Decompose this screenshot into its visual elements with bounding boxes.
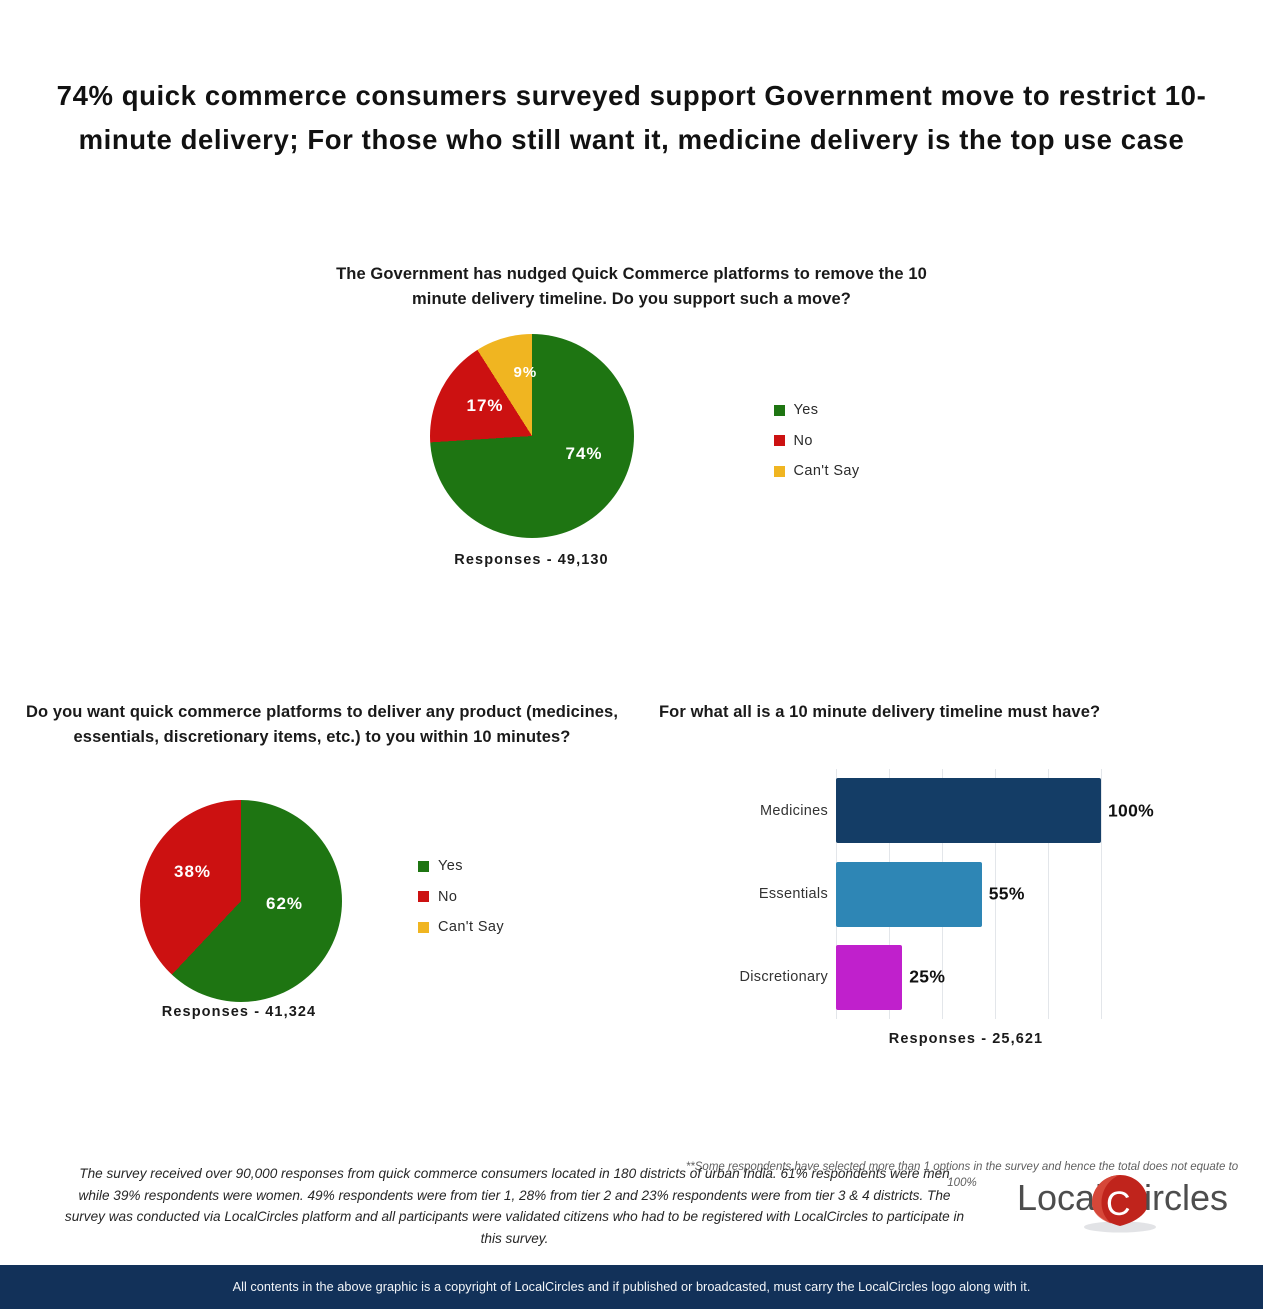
legend-want-10min: Yes No Can't Say [418,858,504,950]
bar-category-label: Medicines [760,802,828,819]
responses-count-support-move: Responses - 49,130 [454,552,609,568]
page-title: 74% quick commerce consumers surveyed su… [56,80,1207,155]
legend-item-cant-say: Can't Say [773,463,860,479]
legend-swatch-no [773,435,785,446]
legend-item-cant-say: Can't Say [418,919,504,935]
responses-count-must-have: Responses - 25,621 [888,1031,1044,1047]
pie-slices-support-move [429,334,634,538]
gridline [1048,769,1049,1019]
legend-label-yes: Yes [793,402,819,418]
logo-word-local: Local [1017,1177,1103,1218]
pie-chart-support-move: 74% 17% 9% Yes No Can't Say Responses - … [312,334,952,568]
pie-label-yes: 74% [565,444,603,463]
gridline [1101,769,1102,1019]
legend-item-yes: Yes [773,402,860,418]
logo-map-pin-highlight [1092,1175,1120,1224]
bar-row: Medicines 100% [760,778,1154,844]
logo-map-pin-icon [1092,1175,1148,1226]
bar-category-label: Discretionary [739,969,828,986]
legend-item-no: No [418,889,504,905]
chart-question-want-10min: Do you want quick commerce platforms to … [25,703,619,746]
legend-item-no: No [773,432,860,449]
legend-label-yes: Yes [438,858,463,874]
legend-label-cant-say: Can't Say [793,463,860,479]
bar-value-label: 25% [909,966,946,987]
chart-panel-want-10min: Do you want quick commerce platforms to … [14,700,634,1020]
pie-label-yes: 62% [266,894,304,913]
chart-question-must-have: For what all is a 10 minute delivery tim… [659,703,1101,721]
legend-item-yes: Yes [418,858,504,874]
legend-support-move: Yes No Can't Say [773,402,860,494]
bar-value-label: 55% [988,883,1025,904]
pie-label-cant-say: 9% [513,364,538,381]
chart-question-support-move: The Government has nudged Quick Commerce… [336,265,927,308]
bar-value-label: 100% [1108,800,1154,821]
bar-row: Discretionary 25% [739,944,1101,1010]
gridline [995,769,996,1019]
legend-swatch-yes [773,404,785,416]
bar-row: Essentials 55% [759,861,1101,927]
bar-essentials[interactable] [836,861,982,927]
legend-swatch-yes [418,860,429,872]
legend-swatch-cant-say [418,921,429,933]
chart-panel-must-have: For what all is a 10 minute delivery tim… [646,700,1263,1189]
copyright-text: All contents in the above graphic is a c… [232,1280,1031,1294]
responses-count-want-10min: Responses - 41,324 [161,1004,317,1020]
logo-word-ircles: ircles [1144,1177,1228,1218]
legend-label-no: No [793,432,813,449]
bar-chart-must-have: Medicines 100% Essentials 55% Discretionary 2… [646,769,1263,1189]
pie-slices-want-10min [140,800,342,1002]
pie-label-no: 17% [466,396,504,415]
logo-shadow-ellipse [1084,1221,1156,1233]
legend-swatch-no [418,891,429,902]
pie-label-no: 38% [174,862,212,881]
legend-label-cant-say: Can't Say [438,919,505,935]
localcircles-logo-svg: Local C ircles [1017,1175,1228,1233]
bar-medicines[interactable] [836,778,1101,844]
copyright-bar: All contents in the above graphic is a c… [0,1265,1263,1309]
logo-pin-letter-c: C [1106,1185,1131,1223]
bar-plot-area: Medicines 100% Essentials 55% Discretionary 2… [739,769,1154,1019]
localcircles-logo: Local C ircles [1013,1172,1228,1234]
pie-chart-want-10min: 62% 38% Yes No Can't Say Responses - 41,… [14,772,634,1020]
bar-discretionary[interactable] [836,944,903,1010]
chart-panel-support-move: The Government has nudged Quick Commerce… [0,262,1263,568]
legend-label-no: No [438,888,458,905]
bar-category-label: Essentials [758,886,828,902]
methodology-text: The survey received over 90,000 response… [64,1166,965,1246]
legend-swatch-cant-say [773,465,785,477]
bar-chart-footnote: **Some respondents have selected more th… [685,1161,1239,1189]
